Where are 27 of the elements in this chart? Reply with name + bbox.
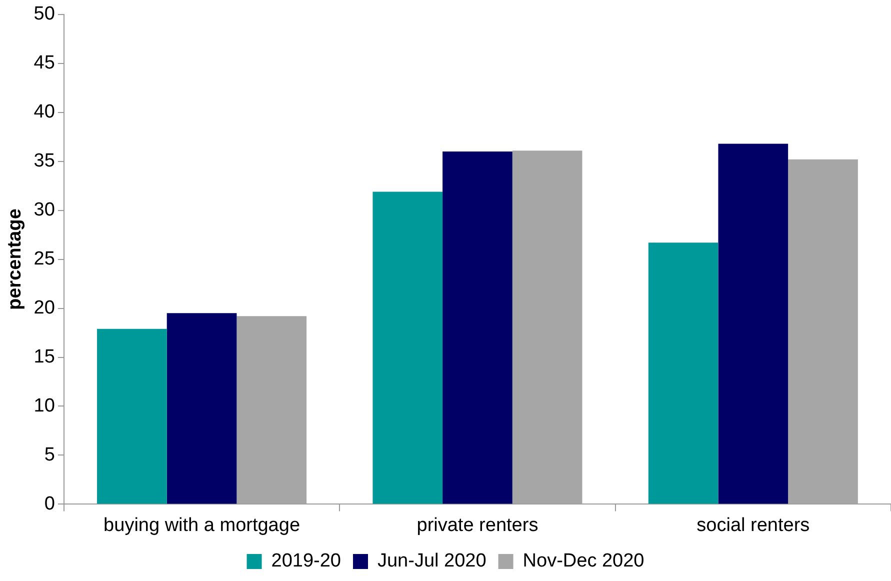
bar [718, 144, 788, 504]
legend-label: Jun-Jul 2020 [377, 550, 486, 572]
x-tick-label: buying with a mortgage [104, 514, 300, 536]
bar [97, 328, 167, 504]
y-tick-label: 10 [34, 395, 55, 416]
bar [442, 152, 512, 504]
x-tick-label: private renters [416, 514, 538, 536]
x-tick-label: social renters [696, 514, 810, 536]
legend-label: Nov-Dec 2020 [522, 550, 644, 572]
y-tick-label: 20 [34, 298, 55, 319]
bar [788, 159, 858, 504]
y-tick-label: 30 [34, 200, 55, 221]
bar [512, 150, 582, 504]
bar [648, 242, 718, 504]
y-tick-label: 35 [34, 150, 55, 172]
bar [236, 316, 307, 504]
bar [372, 192, 443, 504]
bar [166, 313, 237, 504]
y-tick-label: 40 [34, 102, 55, 123]
y-tick-label: 50 [34, 4, 55, 25]
y-tick-label: 45 [34, 52, 55, 74]
y-axis-title: percentage [4, 208, 26, 310]
legend-label: 2019-20 [271, 550, 341, 572]
y-tick-label: 5 [44, 444, 55, 466]
y-tick-label: 25 [34, 248, 55, 270]
y-tick-label: 0 [44, 493, 55, 514]
y-tick-label: 15 [34, 346, 55, 368]
